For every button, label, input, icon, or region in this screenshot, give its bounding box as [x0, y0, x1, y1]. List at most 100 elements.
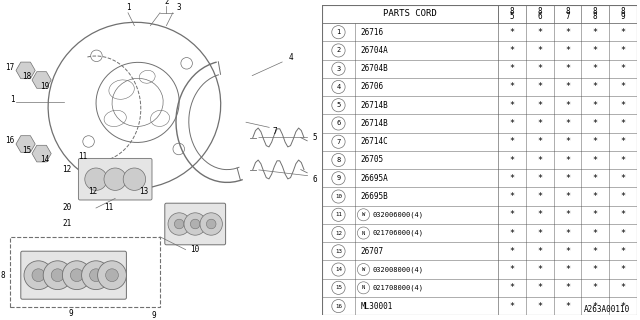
Text: 5: 5 — [510, 12, 515, 21]
Text: 26706: 26706 — [361, 83, 384, 92]
Text: 7: 7 — [337, 139, 340, 145]
Text: *: * — [565, 265, 570, 274]
Text: *: * — [509, 156, 515, 164]
Text: *: * — [620, 28, 625, 37]
Circle shape — [168, 213, 191, 235]
Text: *: * — [593, 247, 598, 256]
Text: *: * — [538, 46, 542, 55]
Circle shape — [24, 261, 53, 290]
Text: *: * — [565, 119, 570, 128]
Text: *: * — [620, 83, 625, 92]
Text: *: * — [565, 228, 570, 237]
Circle shape — [51, 269, 64, 282]
Text: *: * — [593, 83, 598, 92]
Text: 26705: 26705 — [361, 156, 384, 164]
Text: *: * — [509, 46, 515, 55]
Text: *: * — [509, 192, 515, 201]
Text: *: * — [620, 210, 625, 219]
Text: *: * — [509, 247, 515, 256]
Text: 032008000(4): 032008000(4) — [372, 266, 423, 273]
Circle shape — [106, 269, 118, 282]
Text: *: * — [565, 137, 570, 146]
Text: *: * — [509, 28, 515, 37]
Text: 11: 11 — [104, 204, 113, 212]
Text: *: * — [509, 101, 515, 110]
Text: *: * — [593, 265, 598, 274]
Text: *: * — [620, 265, 625, 274]
Text: *: * — [565, 64, 570, 73]
Text: *: * — [538, 64, 542, 73]
Circle shape — [84, 168, 108, 190]
Text: 26714B: 26714B — [361, 101, 388, 110]
Text: 12: 12 — [88, 188, 97, 196]
Text: 26695A: 26695A — [361, 174, 388, 183]
FancyBboxPatch shape — [165, 203, 226, 245]
Circle shape — [90, 269, 102, 282]
Text: 26695B: 26695B — [361, 192, 388, 201]
Text: *: * — [538, 101, 542, 110]
Text: *: * — [538, 283, 542, 292]
Text: *: * — [538, 83, 542, 92]
Text: 11: 11 — [79, 152, 88, 161]
Text: 18: 18 — [22, 72, 32, 81]
Text: *: * — [538, 28, 542, 37]
Text: *: * — [538, 228, 542, 237]
Circle shape — [174, 219, 184, 229]
Text: *: * — [565, 192, 570, 201]
Text: *: * — [538, 210, 542, 219]
Circle shape — [104, 168, 127, 190]
Text: *: * — [593, 137, 598, 146]
Text: 13: 13 — [335, 249, 342, 254]
Text: 9: 9 — [621, 12, 625, 21]
Text: 11: 11 — [335, 212, 342, 217]
Text: *: * — [620, 156, 625, 164]
Text: 8: 8 — [510, 7, 515, 16]
Text: *: * — [565, 174, 570, 183]
Text: 3: 3 — [337, 66, 340, 72]
Text: *: * — [620, 301, 625, 311]
Text: 8: 8 — [337, 157, 340, 163]
Text: *: * — [538, 156, 542, 164]
Text: 19: 19 — [40, 82, 49, 91]
Circle shape — [97, 261, 127, 290]
Text: *: * — [620, 101, 625, 110]
Text: N: N — [362, 230, 365, 236]
Text: *: * — [620, 119, 625, 128]
FancyBboxPatch shape — [20, 251, 127, 299]
Text: *: * — [593, 192, 598, 201]
Text: *: * — [620, 192, 625, 201]
Text: 021706000(4): 021706000(4) — [372, 230, 423, 236]
Circle shape — [44, 261, 72, 290]
Text: *: * — [565, 101, 570, 110]
Text: 26714B: 26714B — [361, 119, 388, 128]
Text: *: * — [620, 64, 625, 73]
Circle shape — [63, 261, 92, 290]
Text: 26716: 26716 — [361, 28, 384, 37]
Circle shape — [184, 213, 206, 235]
Text: W: W — [362, 212, 365, 217]
Text: 6: 6 — [313, 175, 317, 184]
Text: 12: 12 — [63, 165, 72, 174]
Text: 8: 8 — [565, 7, 570, 16]
Text: 26704A: 26704A — [361, 46, 388, 55]
Text: *: * — [593, 301, 598, 311]
Text: *: * — [538, 265, 542, 274]
Text: 8: 8 — [621, 7, 625, 16]
Text: 021708000(4): 021708000(4) — [372, 284, 423, 291]
Text: *: * — [509, 137, 515, 146]
Text: *: * — [593, 119, 598, 128]
Text: 1: 1 — [10, 95, 15, 104]
Text: 8: 8 — [593, 12, 598, 21]
Text: 10: 10 — [191, 245, 200, 254]
Text: 6: 6 — [337, 121, 340, 126]
Text: 9: 9 — [151, 311, 156, 320]
Text: 10: 10 — [335, 194, 342, 199]
Text: *: * — [565, 301, 570, 311]
Text: *: * — [509, 228, 515, 237]
Text: *: * — [565, 247, 570, 256]
Text: *: * — [565, 46, 570, 55]
Text: 15: 15 — [335, 285, 342, 290]
Text: *: * — [593, 101, 598, 110]
Text: 20: 20 — [63, 204, 72, 212]
Text: *: * — [593, 210, 598, 219]
